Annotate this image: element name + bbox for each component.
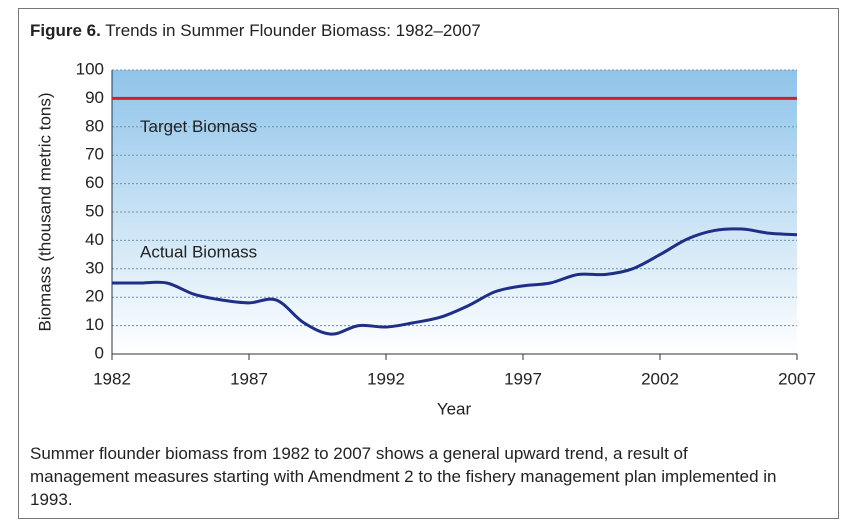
x-tick-label: 1997 (504, 369, 542, 388)
x-axis-label: Year (437, 399, 472, 418)
y-tick-label: 20 (85, 287, 104, 306)
x-tick-label: 1992 (367, 369, 405, 388)
figure-label: Figure 6. (30, 21, 101, 40)
series-line (111, 227, 798, 336)
caption: Summer flounder biomass from 1982 to 200… (30, 444, 777, 509)
plot-background (112, 70, 797, 354)
y-tick-label: 60 (85, 173, 104, 192)
y-tick-label: 30 (85, 258, 104, 277)
y-tick-label: 100 (76, 59, 104, 78)
figure-title: Figure 6. Trends in Summer Flounder Biom… (30, 21, 481, 40)
x-tick-label: 1987 (230, 369, 268, 388)
y-axis-label: Biomass (thousand metric tons) (35, 92, 54, 331)
chart: Figure 6. Trends in Summer Flounder Biom… (30, 21, 816, 418)
target-label: Target Biomass (140, 117, 257, 136)
y-tick-label: 10 (85, 315, 104, 334)
y-tick-label: 80 (85, 116, 104, 135)
x-tick-label: 2007 (778, 369, 816, 388)
y-tick-label: 50 (85, 201, 104, 220)
y-tick-label: 90 (85, 88, 104, 107)
frame (18, 8, 839, 519)
series-label: Actual Biomass (140, 242, 257, 261)
y-tick-label: 0 (95, 343, 104, 362)
y-tick-label: 70 (85, 145, 104, 164)
title: Trends in Summer Flounder Biomass: 1982–… (105, 21, 480, 40)
y-tick-label: 40 (85, 230, 104, 249)
x-tick-label: 1982 (93, 369, 131, 388)
x-tick-label: 2002 (641, 369, 679, 388)
